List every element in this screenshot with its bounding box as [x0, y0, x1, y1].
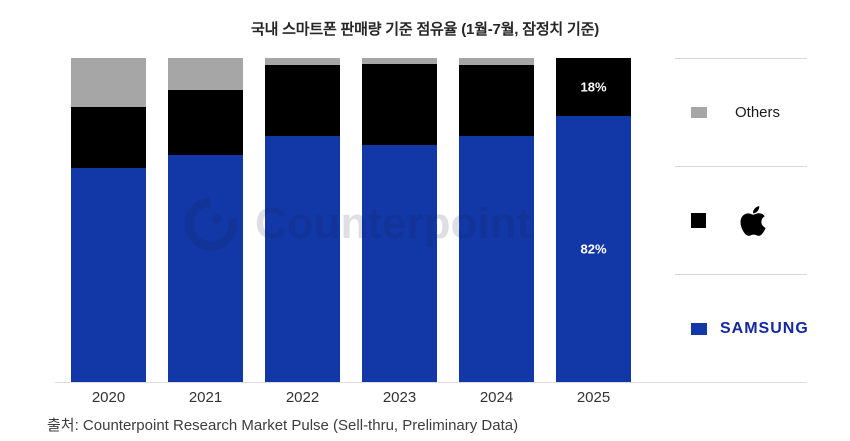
legend-item-samsung: SAMSUNG	[675, 274, 809, 382]
bar-2020	[71, 58, 146, 382]
apple-logo-icon	[740, 205, 766, 236]
bar-2022	[265, 58, 340, 382]
segment-apple-2023	[362, 64, 437, 146]
legend-swatch-samsung	[691, 322, 707, 335]
segment-others-2022	[265, 58, 340, 65]
legend-swatch-others	[691, 107, 707, 118]
legend: Others SAMSUNG	[675, 58, 809, 382]
segment-apple-2021	[168, 90, 243, 156]
bar-2023	[362, 58, 437, 382]
x-tick-2024: 2024	[479, 389, 514, 406]
data-label-apple-2025: 18%	[580, 79, 607, 95]
legend-label-samsung: SAMSUNG	[720, 319, 809, 337]
segment-others-2020	[71, 58, 146, 107]
segment-samsung-2025: 82%	[556, 116, 631, 382]
segment-apple-2025: 18%	[556, 58, 631, 117]
segment-others-2023	[362, 58, 437, 65]
segment-samsung-2023	[362, 145, 437, 382]
x-tick-2021: 2021	[188, 389, 223, 406]
legend-item-others: Others	[675, 58, 807, 166]
segment-apple-2022	[265, 64, 340, 136]
source-note: 출처: Counterpoint Research Market Pulse (…	[47, 417, 519, 434]
bar-2025: 18% 82%	[556, 58, 631, 382]
bar-2024	[459, 58, 534, 382]
legend-swatch-apple	[691, 213, 706, 228]
segment-samsung-2022	[265, 135, 340, 382]
chart-title: 국내 스마트폰 판매량 기준 점유율 (1월-7월, 잠정치 기준)	[250, 21, 599, 38]
plot-area: 18% 82%	[71, 58, 631, 382]
segment-samsung-2024	[459, 135, 534, 382]
segment-apple-2024	[459, 64, 534, 136]
data-label-samsung-2025: 82%	[580, 241, 607, 257]
bar-2021	[168, 58, 243, 382]
x-axis-labels: 2020 2021 2022 2023 2024 2025	[71, 389, 631, 406]
x-tick-2020: 2020	[91, 389, 126, 406]
x-tick-2022: 2022	[285, 389, 320, 406]
segment-others-2021	[168, 58, 243, 91]
segment-apple-2020	[71, 106, 146, 169]
segment-others-2024	[459, 58, 534, 65]
legend-item-apple	[675, 166, 807, 274]
segment-samsung-2021	[168, 155, 243, 382]
segment-samsung-2020	[71, 168, 146, 382]
x-axis-line	[55, 382, 807, 383]
x-tick-2023: 2023	[382, 389, 417, 406]
x-tick-2025: 2025	[576, 389, 611, 406]
legend-label-others: Others	[735, 104, 781, 121]
